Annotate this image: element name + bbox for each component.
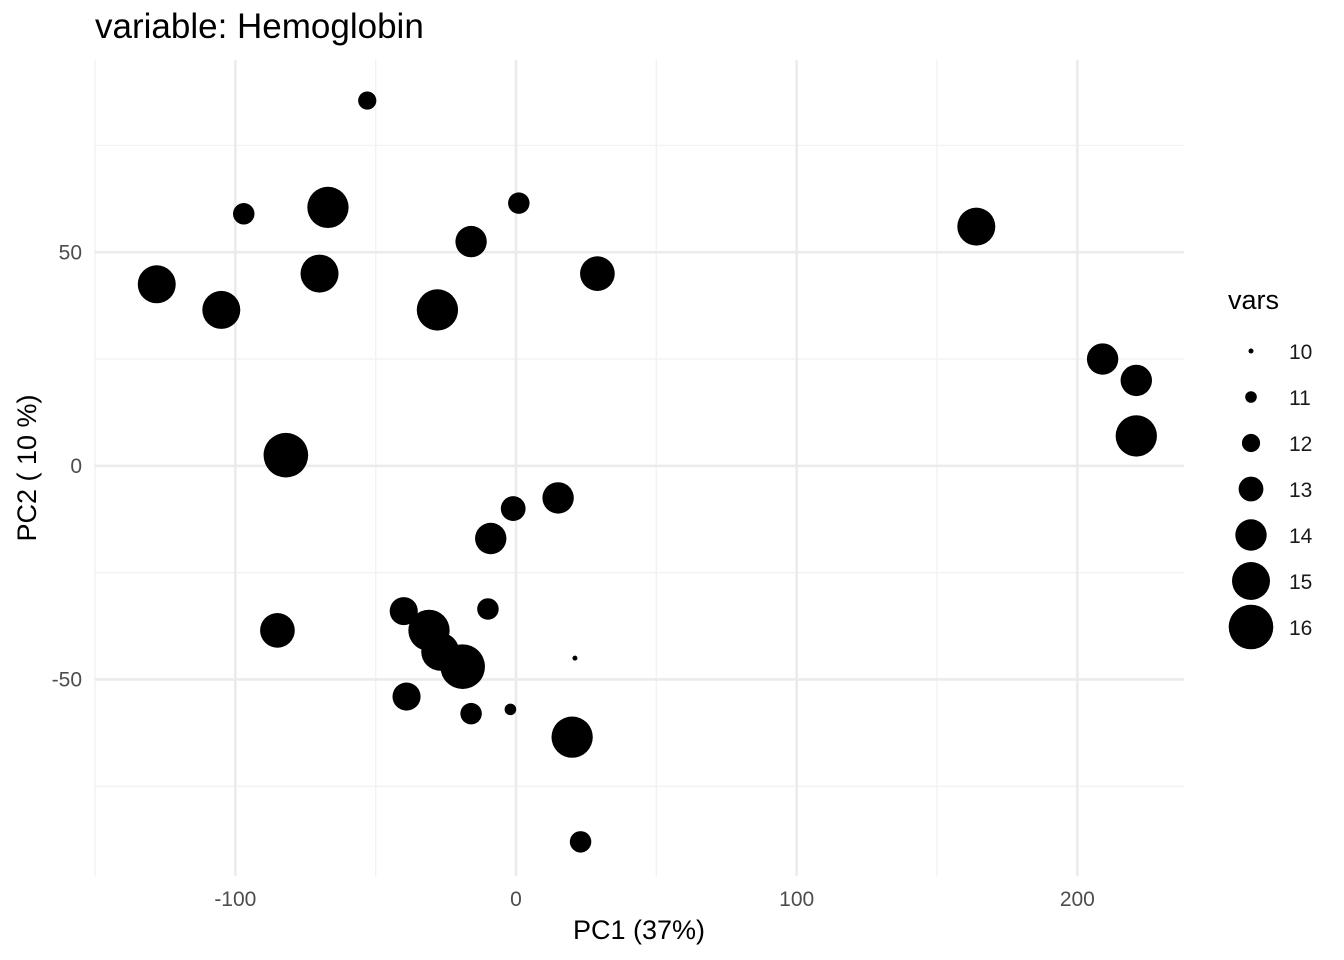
- data-point: [440, 644, 485, 689]
- data-point: [477, 598, 499, 620]
- x-tick-label: 100: [779, 888, 814, 911]
- x-tick-label: -100: [214, 888, 256, 911]
- legend-label: 12: [1289, 433, 1312, 456]
- data-point: [300, 254, 339, 293]
- legend-key: [1235, 519, 1267, 551]
- x-tick-label: 0: [510, 888, 522, 911]
- axis-ticks: -100 0 100 200 -50 0 50: [52, 241, 1095, 911]
- data-point: [263, 432, 309, 478]
- data-point: [358, 91, 377, 110]
- legend-key: [1248, 348, 1254, 354]
- data-point: [307, 186, 349, 229]
- data-point: [1086, 343, 1119, 375]
- legend-label: 11: [1289, 387, 1311, 410]
- data-point: [580, 256, 615, 291]
- data-point: [202, 290, 241, 329]
- legend-label: 14: [1289, 525, 1313, 548]
- data-point: [389, 597, 418, 626]
- data-point: [416, 289, 459, 331]
- legend-title: vars: [1228, 285, 1279, 315]
- data-point: [455, 225, 487, 258]
- data-point: [500, 496, 526, 521]
- y-tick-label: 50: [59, 241, 82, 264]
- data-point: [957, 207, 996, 246]
- size-legend: vars 10 11 12 13 14 15 16: [1228, 285, 1313, 650]
- data-point: [572, 655, 578, 661]
- legend-key: [1232, 562, 1270, 600]
- legend-label: 16: [1289, 617, 1312, 640]
- legend-label: 13: [1289, 479, 1312, 502]
- legend-label: 15: [1289, 571, 1312, 594]
- data-point: [475, 522, 507, 555]
- data-points: [137, 91, 1157, 853]
- grid: [94, 60, 1184, 876]
- y-tick-label: 0: [70, 455, 82, 478]
- data-point: [392, 682, 421, 711]
- x-axis-title: PC1 (37%): [573, 915, 705, 945]
- data-point: [233, 203, 255, 225]
- legend-key: [1241, 433, 1261, 453]
- data-point: [551, 716, 593, 758]
- chart-title: variable: Hemoglobin: [95, 7, 424, 46]
- y-tick-label: -50: [52, 668, 82, 691]
- y-axis-title: PC2 ( 10 %): [12, 394, 42, 541]
- data-point: [508, 192, 530, 214]
- legend-label: 10: [1289, 341, 1312, 364]
- data-point: [460, 702, 482, 725]
- data-point: [504, 703, 517, 716]
- data-point: [1120, 364, 1152, 397]
- legend-key: [1238, 476, 1264, 502]
- data-point: [137, 265, 176, 304]
- data-point: [1115, 415, 1157, 457]
- legend-key: [1245, 391, 1257, 403]
- x-tick-label: 200: [1060, 888, 1095, 911]
- legend-key: [1228, 604, 1274, 650]
- data-point: [260, 612, 295, 648]
- data-point: [569, 831, 592, 853]
- data-point: [542, 482, 574, 514]
